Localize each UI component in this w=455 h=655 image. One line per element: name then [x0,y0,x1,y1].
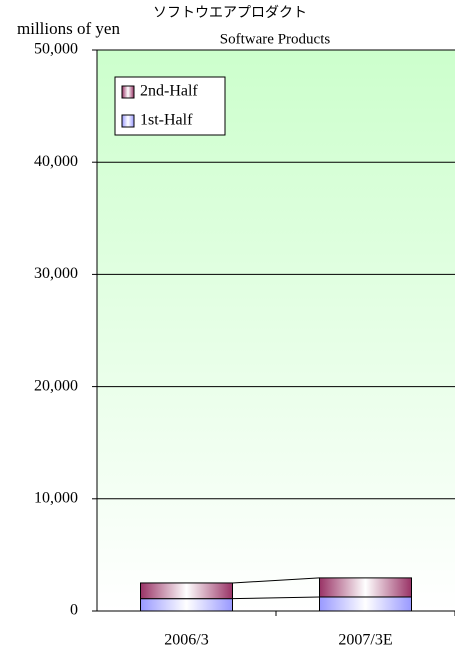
legend-label: 2nd-Half [140,83,198,100]
legend-swatch [121,114,135,128]
bar-segment [140,598,233,612]
series-line [232,596,320,600]
y-tick-label: 40,000 [34,153,78,170]
series-line [232,577,320,584]
y-axis-label: millions of yen [17,19,120,38]
plot-area [97,50,455,611]
y-tick-label: 50,000 [34,41,78,58]
y-tick-label: 0 [70,602,78,619]
chart-subtitle: Software Products [220,31,331,47]
y-tick-label: 10,000 [34,489,78,506]
x-tick-label: 2006/3 [164,632,208,649]
x-tick-label: 2007/3E [338,632,392,649]
y-tick-label: 30,000 [34,265,78,282]
chart-title: ソフトウエアプロダクト [153,5,307,21]
bar-segment [319,596,412,612]
bar-segment [319,577,412,598]
legend-swatch [121,85,135,99]
legend-label: 1st-Half [140,112,193,129]
bar-segment [140,582,233,600]
y-tick-label: 20,000 [34,377,78,394]
